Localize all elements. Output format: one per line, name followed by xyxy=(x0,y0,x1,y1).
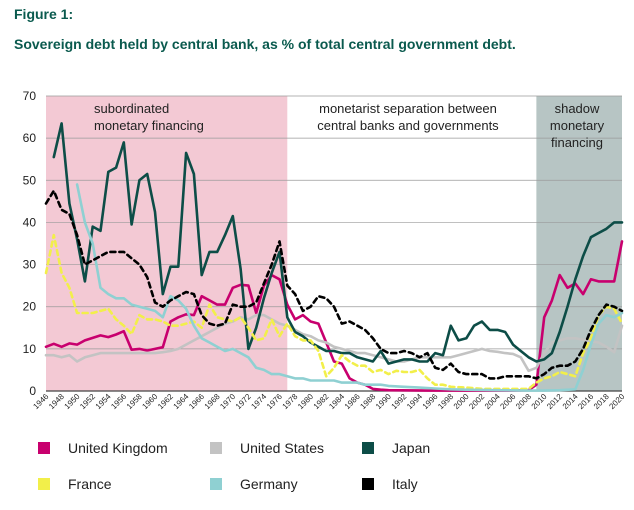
y-tick-label: 0 xyxy=(29,384,36,398)
region-label: subordinated xyxy=(94,101,169,116)
x-tick-label: 1984 xyxy=(327,392,346,411)
y-axis-ticks: 0 10 20 30 40 50 60 70 xyxy=(23,89,37,398)
x-tick-label: 1974 xyxy=(249,392,268,411)
region-label: monetary xyxy=(550,118,605,133)
x-tick-label: 1996 xyxy=(421,392,440,411)
y-tick-label: 70 xyxy=(23,89,37,103)
x-tick-label: 1976 xyxy=(265,392,284,411)
x-tick-label: 2016 xyxy=(576,392,595,411)
x-tick-label: 1958 xyxy=(125,392,144,411)
y-tick-label: 30 xyxy=(23,258,37,272)
legend-label: United Kingdom xyxy=(68,440,168,456)
series-line-united-kingdom xyxy=(44,240,624,392)
x-tick-label: 1954 xyxy=(94,392,113,411)
x-tick-label: 1980 xyxy=(296,392,315,411)
x-tick-label: 2000 xyxy=(452,392,471,411)
x-tick-label: 1994 xyxy=(405,392,424,411)
x-tick-label: 1972 xyxy=(234,392,253,411)
x-tick-label: 1964 xyxy=(172,392,191,411)
legend-item-france: France xyxy=(38,476,112,492)
region-label: financing xyxy=(551,135,603,150)
x-tick-label: 1952 xyxy=(78,392,97,411)
x-tick-label: 2012 xyxy=(545,392,564,411)
x-tick-label: 1950 xyxy=(63,392,82,411)
legend-swatch-icon xyxy=(38,442,50,454)
legend-swatch-icon xyxy=(362,442,374,454)
x-tick-label: 2006 xyxy=(498,392,517,411)
x-tick-label: 1988 xyxy=(358,392,377,411)
x-tick-label: 2018 xyxy=(592,392,611,411)
x-tick-label: 2020 xyxy=(607,392,626,411)
x-tick-label: 2004 xyxy=(483,392,502,411)
x-tick-label: 2008 xyxy=(514,392,533,411)
x-tick-label: 1998 xyxy=(436,392,455,411)
legend-item-united-kingdom: United Kingdom xyxy=(38,440,168,456)
x-tick-label: 2002 xyxy=(467,392,486,411)
legend-label: France xyxy=(68,476,112,492)
y-tick-label: 20 xyxy=(23,300,37,314)
legend-label: United States xyxy=(240,440,325,456)
series-line-united-states xyxy=(44,313,624,373)
legend-item-italy: Italy xyxy=(362,476,418,492)
x-tick-label: 2014 xyxy=(561,392,580,411)
series-line-italy xyxy=(44,189,624,380)
x-tick-label: 1968 xyxy=(203,392,222,411)
y-tick-label: 60 xyxy=(23,131,37,145)
x-tick-label: 1960 xyxy=(140,392,159,411)
x-tick-label: 1982 xyxy=(312,392,331,411)
figure-label: Figure 1: xyxy=(14,6,74,22)
chart-title: Sovereign debt held by central bank, as … xyxy=(14,36,516,52)
legend-swatch-icon xyxy=(210,478,222,490)
x-tick-label: 1962 xyxy=(156,392,175,411)
x-tick-label: 1948 xyxy=(47,392,66,411)
legend-item-japan: Japan xyxy=(362,440,430,456)
x-tick-label: 1978 xyxy=(281,392,300,411)
x-tick-label: 1970 xyxy=(218,392,237,411)
y-tick-label: 50 xyxy=(23,173,37,187)
region-label: central banks and governments xyxy=(317,118,499,133)
legend-swatch-icon xyxy=(362,478,374,490)
x-tick-label: 1986 xyxy=(343,392,362,411)
region-label: monetary financing xyxy=(94,118,204,133)
region-background xyxy=(46,96,288,391)
legend-swatch-icon xyxy=(38,478,50,490)
region-background xyxy=(536,96,622,391)
series-line-japan xyxy=(52,122,624,365)
series-line-germany xyxy=(75,183,624,392)
x-tick-label: 1990 xyxy=(374,392,393,411)
x-tick-label: 2010 xyxy=(530,392,549,411)
region-labels: subordinated monetary financing monetarist… xyxy=(94,101,605,150)
legend-swatch-icon xyxy=(210,442,222,454)
region-label: shadow xyxy=(555,101,600,116)
region-label: monetarist separation between xyxy=(319,101,497,116)
chart-canvas: 0 10 20 30 40 50 60 70 194619481950195219541956… xyxy=(23,89,627,411)
legend-label: Germany xyxy=(240,476,298,492)
series-line-france xyxy=(44,233,624,391)
legend-item-united-states: United States xyxy=(210,440,324,456)
y-tick-label: 40 xyxy=(23,215,37,229)
x-tick-label: 1966 xyxy=(187,392,206,411)
y-tick-label: 10 xyxy=(23,342,37,356)
legend-item-germany: Germany xyxy=(210,476,298,492)
legend-label: Italy xyxy=(392,476,418,492)
x-tick-label: 1956 xyxy=(109,392,128,411)
x-axis-ticks: 1946194819501952195419561958196019621964… xyxy=(31,392,626,411)
series-lines xyxy=(44,122,624,392)
legend-label: Japan xyxy=(392,440,431,456)
x-tick-label: 1992 xyxy=(390,392,409,411)
